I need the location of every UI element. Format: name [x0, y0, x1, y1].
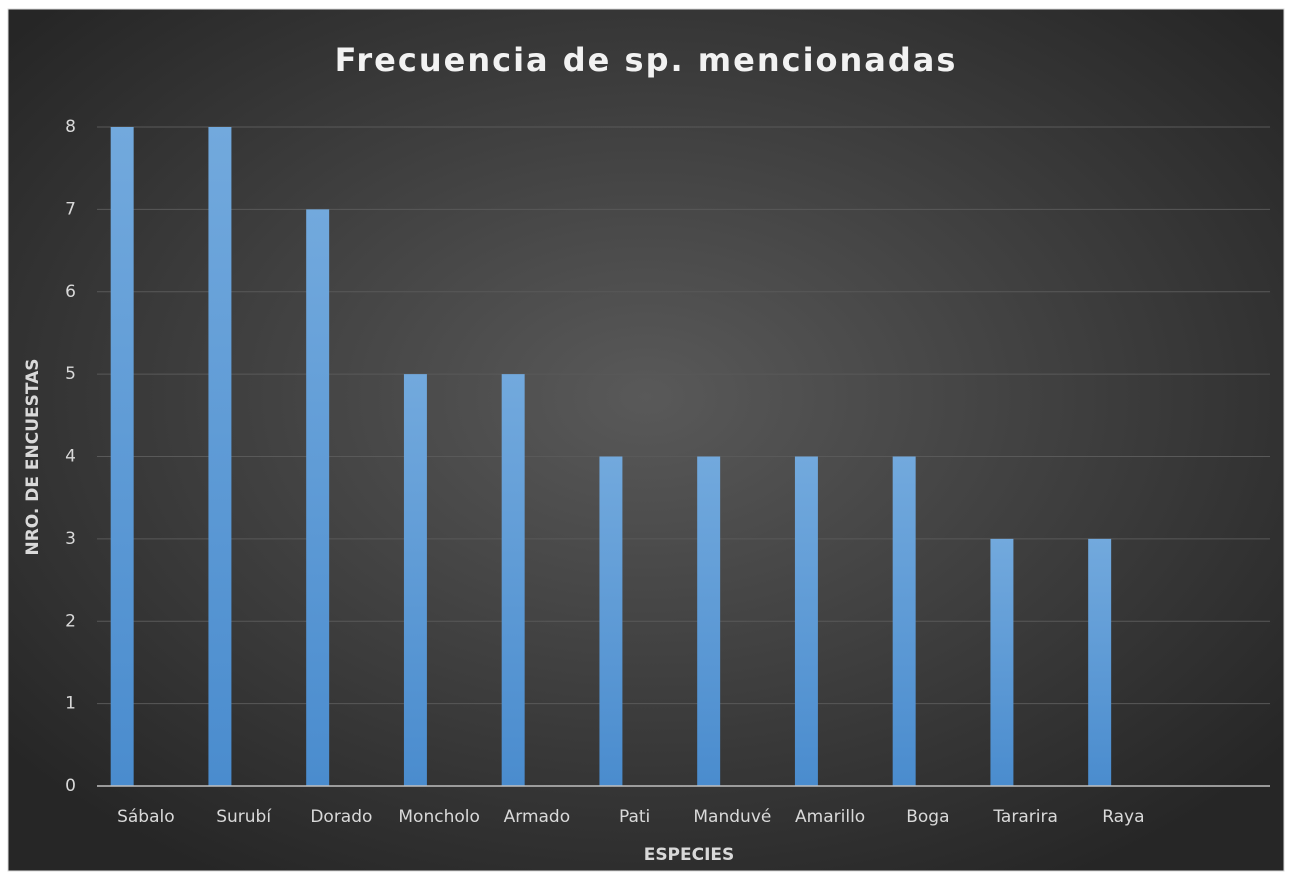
bar — [208, 127, 232, 786]
y-tick-label: 2 — [65, 611, 76, 631]
x-tick-label: Manduvé — [693, 807, 771, 827]
y-tick-label: 7 — [65, 199, 76, 219]
y-tick-label: 6 — [65, 282, 76, 302]
bar — [403, 374, 427, 786]
chart-title: Frecuencia de sp. mencionadas — [335, 41, 958, 79]
x-tick-label: Raya — [1102, 807, 1144, 827]
x-tick-label: Armado — [504, 807, 571, 827]
bar — [599, 456, 623, 786]
bar — [794, 456, 818, 786]
bar — [501, 374, 525, 786]
x-tick-label: Boga — [906, 807, 949, 827]
bar — [110, 127, 134, 786]
y-axis-label: NRO. DE ENCUESTAS — [23, 358, 43, 555]
y-tick-label: 8 — [65, 117, 76, 137]
x-tick-label: Pati — [619, 807, 650, 827]
y-tick-label: 1 — [65, 694, 76, 714]
y-tick-label: 3 — [65, 529, 76, 549]
x-tick-label: Tararira — [992, 807, 1058, 827]
x-tick-label: Amarillo — [795, 807, 865, 827]
x-axis-label: ESPECIES — [644, 845, 735, 865]
bar — [1088, 538, 1112, 786]
x-tick-label: Surubí — [216, 807, 272, 827]
y-tick-label: 4 — [65, 447, 76, 467]
bar — [697, 456, 721, 786]
x-tick-label: Sábalo — [117, 807, 175, 827]
bar — [990, 538, 1014, 786]
y-tick-label: 0 — [65, 776, 76, 796]
x-tick-label: Moncholo — [398, 807, 480, 827]
bar — [306, 209, 330, 786]
y-tick-label: 5 — [65, 364, 76, 384]
x-tick-label: Dorado — [310, 807, 372, 827]
bar — [892, 456, 916, 786]
